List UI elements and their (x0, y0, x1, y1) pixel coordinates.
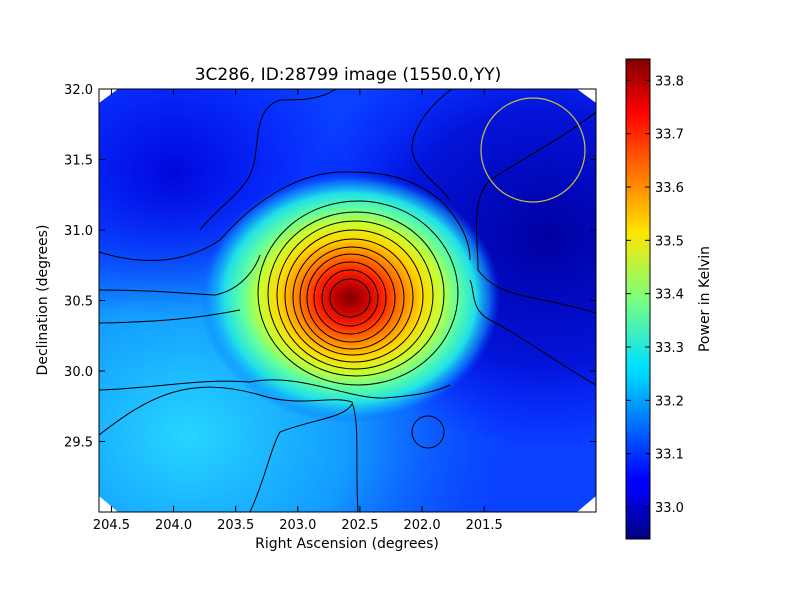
y-tick-label: 30.5 (64, 295, 93, 310)
contour-level-2 (99, 379, 451, 399)
blank-corner-bottom-right (577, 496, 596, 512)
colorbar-tick-label: 33.3 (655, 341, 684, 356)
contour-level-10 (249, 403, 353, 512)
colorbar: 33.0 33.1 33.2 33.3 33.4 33.5 33.6 33.7 33.8 Pow… (625, 58, 713, 540)
colorbar-tick-label: 33.5 (655, 234, 684, 249)
contour-ring-4 (284, 229, 424, 363)
x-tick-label: 202.0 (403, 518, 440, 533)
colorbar-tick-label: 33.2 (655, 394, 684, 409)
colorbar-tick-label: 33.0 (655, 501, 684, 516)
contour-level-4 (99, 254, 261, 296)
y-tick-label: 30.0 (64, 365, 93, 380)
plot-area (98, 88, 597, 513)
contour-lines (99, 89, 596, 512)
contour-level-6 (199, 89, 337, 231)
contour-level-7 (411, 89, 453, 201)
source-emission (200, 173, 500, 423)
contour-ring-5 (292, 238, 414, 356)
y-tick-label: 31.5 (64, 154, 93, 169)
contour-ring-7 (306, 253, 396, 343)
colorbar-label: Power in Kelvin (697, 246, 713, 352)
contour-level-8 (475, 111, 596, 314)
blank-corner-top-right (577, 89, 596, 103)
x-tick-label: 204.5 (93, 518, 130, 533)
colorbar-tick-label: 33.7 (655, 128, 684, 143)
colorbar-frame (625, 58, 651, 540)
contour-ring-10 (329, 278, 371, 318)
x-tick-label: 202.5 (341, 518, 378, 533)
x-axis-label: Right Ascension (degrees) (255, 536, 439, 552)
chart-title: 3C286, ID:28799 image (1550.0,YY) (195, 65, 502, 85)
blank-corner-bottom-left (99, 496, 118, 512)
colorbar-ticks: 33.0 33.1 33.2 33.3 33.4 33.5 33.6 33.7 33.8 (626, 74, 684, 516)
colorbar-tick-label: 33.1 (655, 448, 684, 463)
x-tick-label: 201.5 (466, 518, 503, 533)
x-axis: 204.5 204.0 203.5 203.0 202.5 202.0 201.5 (93, 89, 503, 533)
y-axis-label: Declination (degrees) (35, 225, 51, 376)
colorbar-tick-label: 33.6 (655, 181, 684, 196)
y-axis: 29.5 30.0 30.5 31.0 31.5 32.0 (64, 83, 596, 451)
colorbar-tick-label: 33.4 (655, 288, 684, 303)
contour-level-3 (99, 309, 241, 324)
contour-ring-9 (321, 269, 379, 327)
contour-ring-6 (299, 246, 405, 350)
beam-circle (480, 97, 586, 203)
x-tick-label: 203.0 (279, 518, 316, 533)
x-tick-label: 204.0 (155, 518, 192, 533)
x-tick-label: 203.5 (217, 518, 254, 533)
colorbar-gradient (626, 59, 650, 539)
contour-ring-2 (267, 211, 445, 377)
contour-ring-3 (276, 220, 434, 370)
contour-level-1 (99, 386, 359, 512)
contour-ring-1 (257, 200, 459, 386)
contour-level-5 (99, 171, 471, 261)
secondary-contour (411, 415, 445, 449)
y-tick-label: 29.5 (64, 436, 93, 451)
blank-corner-top-left (99, 89, 118, 103)
colorbar-tick-label: 33.8 (655, 74, 684, 89)
contour-level-9 (469, 279, 596, 386)
contour-ring-8 (313, 261, 387, 335)
y-tick-label: 31.0 (64, 224, 93, 239)
y-tick-label: 32.0 (64, 83, 93, 98)
